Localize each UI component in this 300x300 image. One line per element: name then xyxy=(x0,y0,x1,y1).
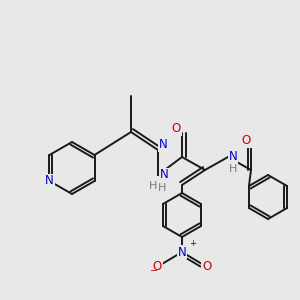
Text: H: H xyxy=(158,183,166,193)
Text: H: H xyxy=(149,181,157,191)
Text: +: + xyxy=(189,239,196,248)
Text: N: N xyxy=(178,245,186,259)
Text: N: N xyxy=(229,149,237,163)
Text: O: O xyxy=(171,122,181,136)
Text: O: O xyxy=(242,134,250,148)
Text: −: − xyxy=(150,266,158,276)
Text: H: H xyxy=(229,164,237,174)
Text: O: O xyxy=(202,260,211,272)
Text: O: O xyxy=(152,260,162,272)
Text: N: N xyxy=(45,175,54,188)
Text: N: N xyxy=(160,169,168,182)
Text: N: N xyxy=(159,139,167,152)
